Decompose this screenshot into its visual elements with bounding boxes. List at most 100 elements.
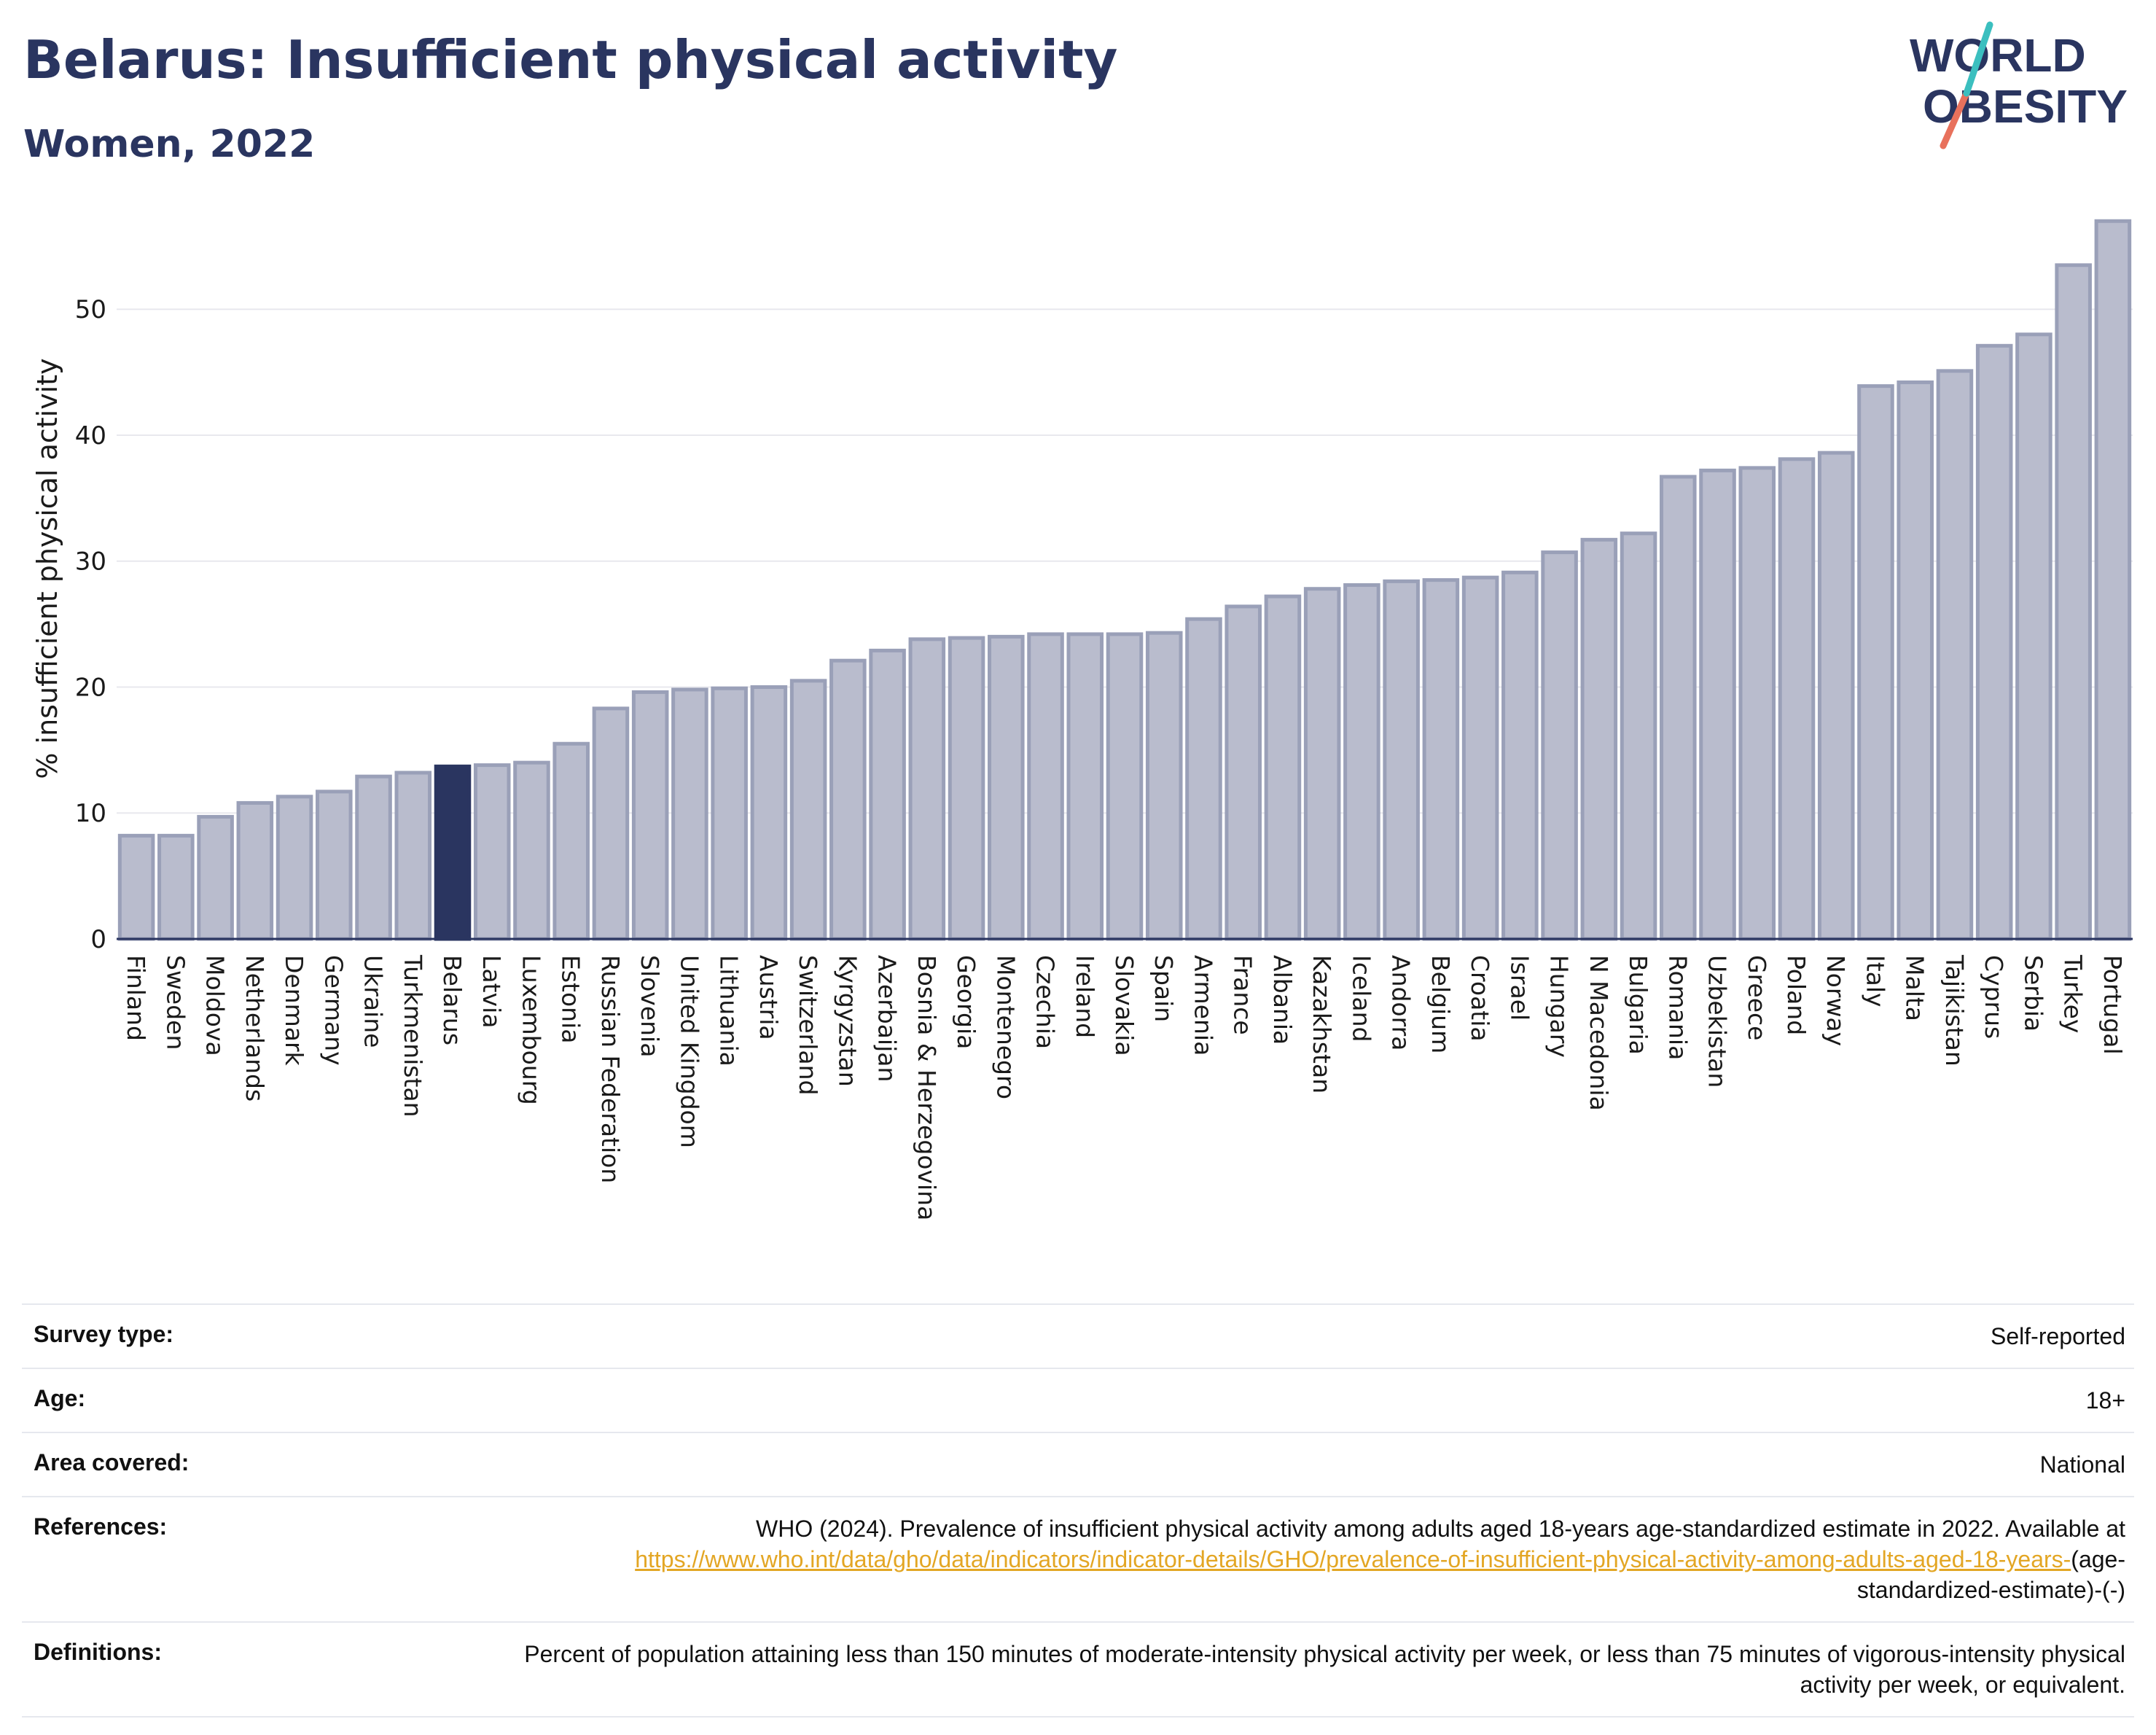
info-row-area: Area covered: National	[22, 1432, 2134, 1496]
bar	[1975, 343, 2013, 941]
x-tick-label: Albania	[1268, 955, 1297, 1045]
x-tick-label: Bulgaria	[1624, 955, 1652, 1055]
x-tick-label: Serbia	[2019, 955, 2047, 1032]
bar	[316, 789, 353, 941]
bar	[908, 637, 946, 941]
bar	[513, 760, 550, 941]
bar	[1501, 570, 1539, 941]
y-axis-label: % insufficient physical activity	[31, 358, 63, 779]
bar	[829, 658, 867, 941]
x-tick-label: Netherlands	[241, 955, 269, 1102]
bar	[988, 634, 1025, 941]
x-tick-label: France	[1229, 955, 1257, 1035]
info-row-definitions: Definitions: Percent of population attai…	[22, 1621, 2134, 1718]
x-tick-label: Spain	[1149, 955, 1178, 1022]
bar	[1897, 380, 1934, 941]
bar	[1225, 604, 1262, 941]
x-tick-label: Moldova	[201, 955, 230, 1056]
y-tick-labels: 0 10 20 30 40 50	[75, 295, 106, 954]
x-tick-label: Iceland	[1347, 955, 1375, 1042]
x-tick-label: Turkmenistan	[399, 954, 427, 1118]
x-tick-label: Malta	[1901, 955, 1929, 1021]
x-tick-label: Israel	[1505, 955, 1534, 1021]
x-tick-label: Estonia	[557, 955, 585, 1043]
bar	[948, 636, 985, 941]
x-tick-label: Kyrgyzstan	[833, 955, 862, 1087]
logo-line2: OBESITY	[1923, 80, 2128, 133]
x-tick-label: Denmark	[280, 955, 308, 1067]
x-tick-label: Romania	[1663, 955, 1692, 1060]
info-row-references: References: WHO (2024). Prevalence of in…	[22, 1496, 2134, 1621]
bar	[1936, 369, 1974, 941]
bar	[355, 774, 392, 941]
x-tick-label: Italy	[1861, 955, 1889, 1007]
age-value: 18+	[2085, 1387, 2125, 1414]
logo-slash-teal	[1963, 21, 1993, 97]
bar	[2055, 263, 2092, 941]
x-tick-label: Lithuania	[715, 955, 743, 1067]
x-tick-labels: Finland Sweden Moldova Netherlands Denmark Ge…	[122, 954, 2127, 1220]
y-tick-label: 30	[75, 547, 106, 577]
bar	[1027, 632, 1064, 941]
x-tick-label: Finland	[122, 955, 150, 1041]
bar	[789, 679, 827, 941]
x-tick-label: Ukraine	[359, 955, 388, 1048]
x-tick-label: Switzerland	[794, 955, 822, 1096]
x-tick-label: Hungary	[1545, 955, 1574, 1058]
bar	[869, 648, 906, 941]
bar	[394, 771, 432, 941]
definitions-label: Definitions:	[34, 1639, 162, 1665]
bar-highlighted	[434, 764, 472, 941]
bar	[117, 833, 155, 941]
page-subtitle: Women, 2022	[23, 122, 316, 166]
bars	[117, 219, 2132, 941]
logo-slash-coral	[1940, 90, 1970, 149]
bar	[236, 800, 274, 941]
x-tick-label: Bosnia & Herzegovina	[913, 955, 941, 1220]
references-link[interactable]: https://www.who.int/data/gho/data/indica…	[635, 1546, 2071, 1572]
bar	[1303, 587, 1341, 941]
age-label: Age:	[34, 1385, 86, 1411]
bar	[157, 833, 195, 941]
x-tick-label: Slovakia	[1110, 955, 1138, 1056]
y-tick-label: 40	[75, 421, 106, 451]
x-tick-label: Armenia	[1189, 955, 1217, 1056]
references-value: WHO (2024). Prevalence of insufficient p…	[522, 1513, 2125, 1605]
x-tick-label: Georgia	[952, 955, 980, 1049]
world-obesity-logo: WORLD OBESITY	[1910, 21, 2128, 149]
page-title: Belarus: Insufficient physical activity	[23, 29, 1118, 90]
x-tick-label: Azerbaijan	[873, 955, 902, 1082]
bar	[1343, 583, 1380, 941]
x-tick-label: Sweden	[161, 955, 190, 1050]
x-tick-label: United Kingdom	[675, 955, 703, 1148]
x-tick-label: Poland	[1782, 955, 1811, 1035]
bar	[1185, 617, 1222, 941]
definitions-value: Percent of population attaining less tha…	[524, 1641, 2125, 1698]
logo-line1: WORLD	[1910, 29, 2086, 82]
survey-type-value: Self-reported	[1991, 1323, 2125, 1349]
bar	[1541, 550, 1578, 941]
x-tick-label: Kazakhstan	[1308, 955, 1336, 1093]
x-tick-label: Uzbekistan	[1703, 955, 1732, 1088]
info-row-age: Age: 18+	[22, 1368, 2134, 1432]
bar	[1580, 537, 1618, 941]
x-tick-label: Russian Federation	[596, 955, 625, 1183]
x-tick-label: Portugal	[2098, 955, 2127, 1055]
x-tick-label: Ireland	[1071, 955, 1099, 1038]
references-label: References:	[34, 1513, 168, 1540]
bar	[1620, 531, 1657, 941]
x-tick-label: Montenegro	[991, 955, 1020, 1099]
bar	[1422, 578, 1460, 941]
y-tick-label: 50	[75, 295, 106, 324]
x-tick-label: Czechia	[1031, 955, 1060, 1049]
y-tick-label: 0	[90, 925, 106, 954]
x-tick-label: Norway	[1821, 955, 1850, 1046]
area-covered-value: National	[2039, 1451, 2125, 1478]
x-tick-label: Greece	[1743, 955, 1771, 1040]
x-tick-label: Luxembourg	[517, 955, 545, 1105]
bar	[592, 706, 630, 941]
bar	[631, 690, 669, 941]
info-table: Survey type: Self-reported Age: 18+ Area…	[22, 1303, 2134, 1718]
bar	[1461, 575, 1499, 941]
x-tick-label: Germany	[319, 955, 348, 1066]
